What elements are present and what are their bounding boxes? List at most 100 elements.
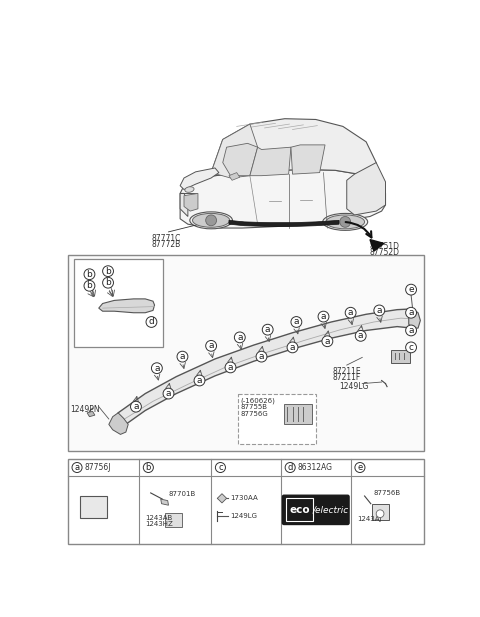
Text: d: d — [149, 318, 155, 326]
Text: 87771C: 87771C — [152, 234, 181, 243]
FancyBboxPatch shape — [68, 255, 424, 452]
FancyBboxPatch shape — [68, 459, 424, 544]
Text: 1249LG: 1249LG — [230, 513, 257, 519]
Circle shape — [291, 317, 302, 328]
Polygon shape — [211, 118, 376, 182]
Text: 87751D: 87751D — [370, 242, 400, 251]
Circle shape — [406, 342, 417, 353]
Text: b: b — [86, 281, 92, 290]
Circle shape — [340, 217, 350, 227]
Circle shape — [318, 311, 329, 322]
Text: a: a — [376, 306, 382, 315]
FancyBboxPatch shape — [284, 404, 312, 424]
Polygon shape — [229, 173, 240, 180]
Circle shape — [146, 317, 157, 328]
Circle shape — [406, 325, 417, 336]
Ellipse shape — [190, 212, 232, 229]
FancyBboxPatch shape — [372, 505, 389, 520]
Circle shape — [262, 325, 273, 335]
Circle shape — [103, 266, 113, 276]
Polygon shape — [409, 309, 420, 328]
Circle shape — [406, 307, 417, 318]
Text: c: c — [408, 343, 414, 352]
Text: c: c — [218, 463, 223, 472]
Ellipse shape — [326, 215, 365, 229]
Polygon shape — [180, 168, 219, 189]
Text: 87756J: 87756J — [85, 463, 111, 472]
Circle shape — [152, 363, 162, 373]
Text: a: a — [166, 389, 171, 398]
Circle shape — [144, 463, 154, 473]
Circle shape — [131, 401, 142, 412]
Text: 87701B: 87701B — [168, 492, 196, 497]
Text: b: b — [86, 270, 92, 279]
Text: b: b — [105, 278, 111, 287]
Polygon shape — [87, 412, 95, 416]
Polygon shape — [99, 299, 155, 313]
Text: a: a — [324, 337, 330, 346]
Text: a: a — [237, 333, 242, 342]
Circle shape — [234, 332, 245, 343]
Text: d: d — [288, 463, 293, 472]
Text: a: a — [197, 376, 202, 385]
Text: a: a — [265, 325, 270, 334]
Text: (-160626): (-160626) — [240, 397, 276, 404]
Polygon shape — [229, 220, 339, 226]
Circle shape — [177, 351, 188, 362]
Text: 1730AA: 1730AA — [230, 495, 257, 501]
Text: 1243HZ: 1243HZ — [145, 521, 173, 527]
Polygon shape — [109, 413, 128, 434]
Text: 87752D: 87752D — [370, 248, 400, 257]
Text: a: a — [228, 363, 233, 372]
Text: 1249LG: 1249LG — [339, 382, 368, 391]
Polygon shape — [370, 239, 384, 251]
Circle shape — [163, 388, 174, 399]
Text: 1249PN: 1249PN — [70, 405, 100, 414]
Ellipse shape — [185, 187, 194, 193]
Polygon shape — [291, 145, 325, 174]
Circle shape — [345, 307, 356, 318]
Circle shape — [206, 341, 216, 351]
Circle shape — [84, 280, 95, 291]
Polygon shape — [211, 124, 258, 178]
Text: a: a — [321, 312, 326, 321]
Text: a: a — [154, 363, 160, 373]
Circle shape — [406, 284, 417, 295]
Polygon shape — [118, 309, 413, 430]
Text: a: a — [180, 352, 185, 361]
Text: a: a — [294, 318, 299, 326]
Ellipse shape — [192, 213, 230, 227]
Text: 87756G: 87756G — [240, 412, 268, 417]
Text: b: b — [105, 267, 111, 276]
Text: 1243AJ: 1243AJ — [357, 516, 381, 522]
Circle shape — [355, 331, 366, 341]
Text: 86312AG: 86312AG — [298, 463, 333, 472]
Text: a: a — [208, 341, 214, 350]
Circle shape — [206, 215, 216, 226]
Polygon shape — [180, 170, 385, 228]
Polygon shape — [180, 193, 188, 217]
Text: e: e — [357, 463, 362, 472]
Text: a: a — [290, 343, 295, 352]
Text: a: a — [408, 308, 414, 317]
Text: 1243AB: 1243AB — [145, 515, 172, 521]
Text: 87756B: 87756B — [374, 490, 401, 496]
Text: /electric: /electric — [312, 505, 348, 515]
FancyBboxPatch shape — [74, 259, 163, 347]
Circle shape — [287, 342, 298, 353]
Polygon shape — [223, 143, 258, 176]
FancyBboxPatch shape — [166, 513, 182, 527]
Circle shape — [355, 463, 365, 473]
Text: 87211F: 87211F — [333, 373, 361, 382]
Text: 87755B: 87755B — [240, 404, 267, 410]
Circle shape — [194, 375, 205, 386]
Circle shape — [322, 336, 333, 347]
Text: e: e — [408, 285, 414, 294]
Text: a: a — [74, 463, 80, 472]
Ellipse shape — [323, 213, 368, 230]
Text: a: a — [358, 331, 363, 341]
Text: a: a — [133, 402, 139, 411]
Circle shape — [72, 463, 82, 473]
Circle shape — [216, 463, 226, 473]
FancyBboxPatch shape — [282, 495, 349, 524]
